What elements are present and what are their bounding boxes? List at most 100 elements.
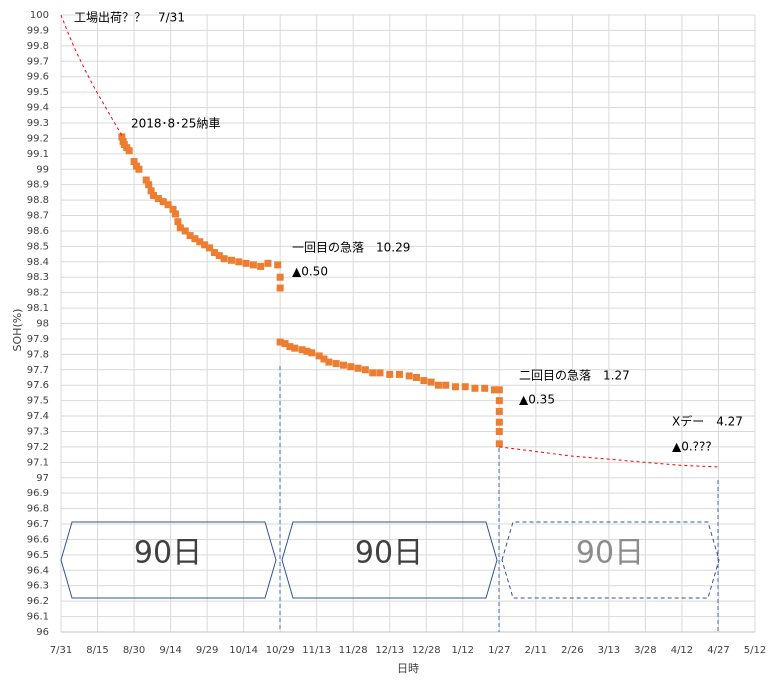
annotation: Xデー 4.27 xyxy=(672,414,743,429)
data-point xyxy=(315,352,323,360)
x-tick-label: 10/14 xyxy=(229,645,258,656)
y-tick-label: 96.9 xyxy=(27,488,49,499)
annotation: 一回目の急落 10.29 xyxy=(292,240,410,255)
y-tick-label: 96.4 xyxy=(27,565,49,576)
data-point xyxy=(490,386,498,394)
y-tick-label: 98.2 xyxy=(27,288,49,299)
period-shape xyxy=(60,521,277,599)
y-tick-label: 98.8 xyxy=(27,195,49,206)
data-point xyxy=(249,261,257,269)
x-tick-label: 11/28 xyxy=(339,645,368,656)
data-point xyxy=(434,381,442,389)
trend-line xyxy=(499,446,719,468)
period-label: 90日 xyxy=(576,536,644,571)
data-point xyxy=(281,340,289,348)
annotation: ▲0.??? xyxy=(672,440,712,454)
x-tick-label: 4/27 xyxy=(707,645,729,656)
y-tick-label: 98.1 xyxy=(27,303,49,314)
data-point xyxy=(174,218,182,226)
data-point xyxy=(186,232,194,240)
data-point xyxy=(420,377,428,385)
data-point xyxy=(405,372,413,380)
data-point xyxy=(206,244,214,252)
x-tick-label: 10/29 xyxy=(266,645,295,656)
data-point xyxy=(118,133,126,141)
marks xyxy=(60,14,719,468)
data-point xyxy=(451,383,459,391)
y-tick-label: 97.7 xyxy=(27,365,49,376)
x-tick-label: 1/27 xyxy=(488,645,510,656)
y-tick-label: 99.4 xyxy=(27,103,49,114)
annotation: 二回目の急落 1.27 xyxy=(519,368,630,383)
y-tick-label: 97.2 xyxy=(27,442,49,453)
x-tick-label: 3/28 xyxy=(634,645,656,656)
x-tick-label: 4/12 xyxy=(671,645,693,656)
data-point xyxy=(320,355,328,363)
period-shape xyxy=(281,521,498,599)
x-tick-label: 5/12 xyxy=(744,645,766,656)
data-point xyxy=(215,252,223,260)
y-tick-label: 96.3 xyxy=(27,581,49,592)
data-point xyxy=(291,344,299,352)
data-point xyxy=(495,407,503,415)
data-point xyxy=(308,349,316,357)
data-point xyxy=(130,158,138,166)
data-point xyxy=(210,249,218,257)
y-tick-label: 97.1 xyxy=(27,457,49,468)
period-shape xyxy=(501,521,720,599)
data-point xyxy=(125,147,133,155)
data-point xyxy=(481,384,489,392)
data-point xyxy=(227,256,235,264)
y-tick-label: 98.5 xyxy=(27,241,49,252)
data-point xyxy=(264,259,272,267)
y-tick-label: 96.2 xyxy=(27,596,49,607)
annotation: 工場出荷？？ 7/31 xyxy=(74,11,185,25)
y-tick-label: 97.8 xyxy=(27,349,49,360)
y-tick-label: 96.7 xyxy=(27,519,49,530)
y-axis-title: SOH(%) xyxy=(11,309,24,352)
y-tick-label: 99.5 xyxy=(27,87,49,98)
data-point xyxy=(369,369,377,377)
y-tick-label: 97.9 xyxy=(27,334,49,345)
x-tick-label: 12/28 xyxy=(412,645,441,656)
data-point xyxy=(159,198,167,206)
data-point xyxy=(135,165,143,173)
x-tick-label: 8/30 xyxy=(123,645,145,656)
data-point xyxy=(181,227,189,235)
data-point xyxy=(495,418,503,426)
data-point xyxy=(495,427,503,435)
grid: 96 96.1 96.2 96.3 96.4 96.5 96.6 96.7 96.8 96.9 97… xyxy=(27,10,767,656)
data-point xyxy=(171,210,179,218)
y-tick-label: 99.9 xyxy=(27,25,49,36)
data-point xyxy=(145,181,153,189)
data-point xyxy=(191,235,199,243)
data-point xyxy=(442,381,450,389)
y-tick-label: 99.7 xyxy=(27,56,49,67)
data-point xyxy=(395,370,403,378)
y-tick-label: 98.7 xyxy=(27,211,49,222)
annotation: 2018･8･25納車 xyxy=(131,117,220,131)
y-tick-label: 97.3 xyxy=(27,426,49,437)
data-point xyxy=(257,262,265,270)
y-tick-label: 96 xyxy=(36,627,49,638)
x-tick-label: 2/11 xyxy=(525,645,547,656)
y-tick-label: 98 xyxy=(36,319,49,330)
y-tick-label: 98.4 xyxy=(27,257,49,268)
data-point xyxy=(147,187,155,195)
data-point xyxy=(276,273,284,281)
data-point xyxy=(274,261,282,269)
x-tick-label: 11/13 xyxy=(302,645,331,656)
data-point xyxy=(235,258,243,266)
x-tick-label: 2/26 xyxy=(561,645,583,656)
x-tick-label: 8/15 xyxy=(86,645,108,656)
y-tick-label: 99.6 xyxy=(27,72,49,83)
data-point xyxy=(471,384,479,392)
data-point xyxy=(495,386,503,394)
y-tick-label: 96.8 xyxy=(27,504,49,515)
x-tick-label: 9/14 xyxy=(159,645,181,656)
data-point xyxy=(220,255,228,263)
x-tick-label: 1/12 xyxy=(452,645,474,656)
data-point xyxy=(142,176,150,184)
data-point xyxy=(286,343,294,351)
